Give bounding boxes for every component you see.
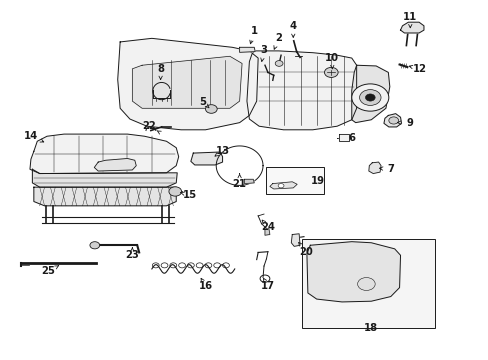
- Text: 5: 5: [199, 97, 206, 107]
- Text: 22: 22: [142, 121, 156, 131]
- Polygon shape: [351, 65, 389, 123]
- Text: 19: 19: [310, 176, 324, 186]
- Text: 12: 12: [412, 64, 426, 74]
- Polygon shape: [32, 169, 177, 187]
- Polygon shape: [118, 39, 258, 130]
- Text: 6: 6: [347, 133, 355, 143]
- Circle shape: [275, 60, 283, 66]
- Text: 2: 2: [275, 33, 282, 43]
- Circle shape: [359, 90, 380, 105]
- Polygon shape: [368, 162, 380, 174]
- Polygon shape: [30, 134, 178, 174]
- Text: 9: 9: [406, 118, 413, 128]
- Text: 8: 8: [157, 64, 164, 74]
- Bar: [302, 239, 434, 328]
- Polygon shape: [239, 47, 255, 52]
- Polygon shape: [383, 114, 401, 127]
- Text: 17: 17: [261, 281, 274, 291]
- Text: 10: 10: [325, 53, 339, 63]
- Circle shape: [278, 184, 284, 188]
- Text: 14: 14: [24, 131, 39, 141]
- Polygon shape: [291, 234, 300, 246]
- Text: 23: 23: [125, 250, 139, 260]
- Polygon shape: [34, 187, 176, 206]
- Circle shape: [324, 67, 337, 77]
- Bar: [266, 167, 324, 194]
- Text: 13: 13: [215, 145, 229, 156]
- Circle shape: [351, 84, 388, 111]
- Text: 25: 25: [41, 266, 55, 276]
- Polygon shape: [400, 22, 423, 33]
- Text: 3: 3: [260, 45, 267, 55]
- Polygon shape: [269, 182, 297, 189]
- Circle shape: [90, 242, 100, 249]
- Text: 24: 24: [261, 222, 274, 231]
- Text: 16: 16: [198, 281, 212, 291]
- Text: 20: 20: [299, 247, 312, 257]
- Polygon shape: [190, 152, 222, 165]
- Circle shape: [205, 105, 217, 113]
- Circle shape: [357, 278, 374, 291]
- Text: 15: 15: [183, 190, 197, 200]
- Text: 21: 21: [232, 179, 246, 189]
- Circle shape: [168, 187, 181, 196]
- Polygon shape: [132, 56, 242, 108]
- Circle shape: [365, 94, 374, 101]
- Polygon shape: [338, 134, 348, 141]
- Text: 1: 1: [250, 26, 257, 36]
- Polygon shape: [264, 229, 269, 235]
- Text: 4: 4: [289, 21, 296, 31]
- Polygon shape: [246, 51, 356, 130]
- Polygon shape: [94, 158, 136, 171]
- Text: 7: 7: [386, 164, 393, 174]
- Text: 18: 18: [364, 323, 378, 333]
- Circle shape: [388, 117, 398, 124]
- Polygon shape: [306, 242, 400, 302]
- Text: 11: 11: [402, 12, 417, 22]
- Polygon shape: [244, 179, 254, 184]
